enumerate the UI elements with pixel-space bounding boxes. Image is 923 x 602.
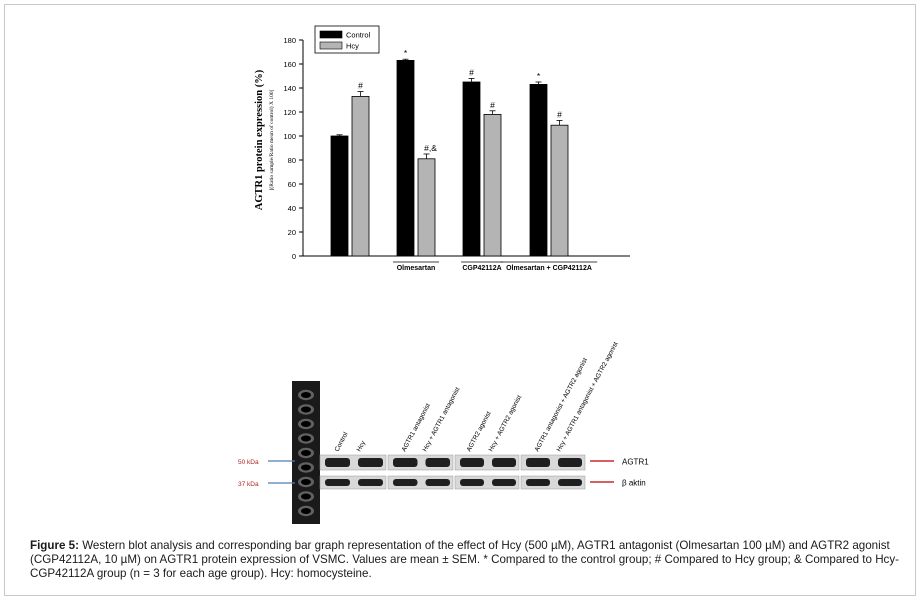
legend-label: Control — [346, 31, 371, 40]
ladder-band-core — [301, 464, 311, 471]
protein-band — [558, 458, 582, 467]
y-tick-label: 120 — [283, 108, 296, 117]
protein-band — [558, 479, 582, 486]
protein-band — [526, 479, 550, 486]
protein-band — [460, 479, 484, 486]
group-label: Olmesartan — [397, 265, 436, 272]
protein-band — [425, 458, 450, 467]
y-tick-label: 140 — [283, 84, 296, 93]
ladder-band-core — [301, 493, 311, 500]
y-tick-label: 180 — [283, 36, 296, 45]
lane-label: Hcy — [356, 439, 368, 453]
significance-mark: * — [404, 48, 408, 58]
protein-band — [358, 479, 383, 486]
protein-band — [325, 458, 350, 467]
y-tick-label: 160 — [283, 60, 296, 69]
protein-band — [460, 458, 484, 467]
group-label: Olmesartan + CGP42112A — [506, 265, 592, 272]
significance-mark: #,& — [424, 143, 437, 153]
figure-frame — [4, 4, 916, 596]
y-tick-label: 20 — [288, 228, 296, 237]
marker-label: 50 kDa — [238, 459, 259, 466]
legend-swatch — [319, 30, 343, 39]
lane-label: Hcy + AGTR2 agonist — [488, 394, 524, 453]
significance-mark: # — [557, 109, 562, 119]
y-tick-label: 40 — [288, 204, 296, 213]
group-label: CGP42112A — [462, 265, 501, 272]
lane-label: Hcy + AGTR1 antagonist — [422, 386, 462, 453]
marker-label: 37 kDa — [238, 481, 259, 488]
lane-label: Control — [334, 431, 350, 453]
significance-mark: # — [358, 81, 363, 91]
ladder-band-core — [301, 406, 311, 413]
ladder-band-core — [301, 508, 311, 514]
protein-band — [526, 458, 550, 467]
y-axis-subtitle: [(Ratio sample/Ratio mean of control) X … — [268, 89, 275, 190]
figure-caption: Figure 5: Western blot analysis and corr… — [30, 539, 900, 582]
legend-swatch — [319, 41, 343, 50]
protein-band — [393, 458, 418, 467]
ladder-band-core — [301, 392, 311, 398]
protein-band — [358, 458, 383, 467]
y-tick-label: 80 — [288, 156, 296, 165]
y-tick-label: 60 — [288, 180, 296, 189]
significance-mark: # — [490, 100, 495, 110]
y-axis-title: AGTR1 protein expression (%) — [254, 69, 265, 210]
caption-text: Western blot analysis and corresponding … — [30, 539, 900, 581]
ladder-band-core — [301, 421, 311, 427]
legend-box — [314, 25, 380, 54]
protein-band — [492, 479, 516, 486]
significance-mark: * — [537, 71, 541, 81]
protein-band — [492, 458, 516, 467]
legend-label: Hcy — [346, 42, 359, 51]
y-tick-label: 100 — [283, 132, 296, 141]
ladder-band-core — [301, 479, 311, 485]
protein-band — [325, 479, 350, 486]
protein-band — [425, 479, 450, 486]
y-tick-label: 0 — [292, 252, 296, 261]
significance-mark: # — [469, 67, 474, 77]
band-label: AGTR1 — [622, 458, 649, 467]
protein-band — [393, 479, 418, 486]
ladder-band-core — [301, 450, 311, 456]
ladder-band-core — [301, 435, 311, 442]
caption-label: Figure 5: — [30, 539, 79, 552]
band-label: β aktin — [622, 479, 646, 488]
